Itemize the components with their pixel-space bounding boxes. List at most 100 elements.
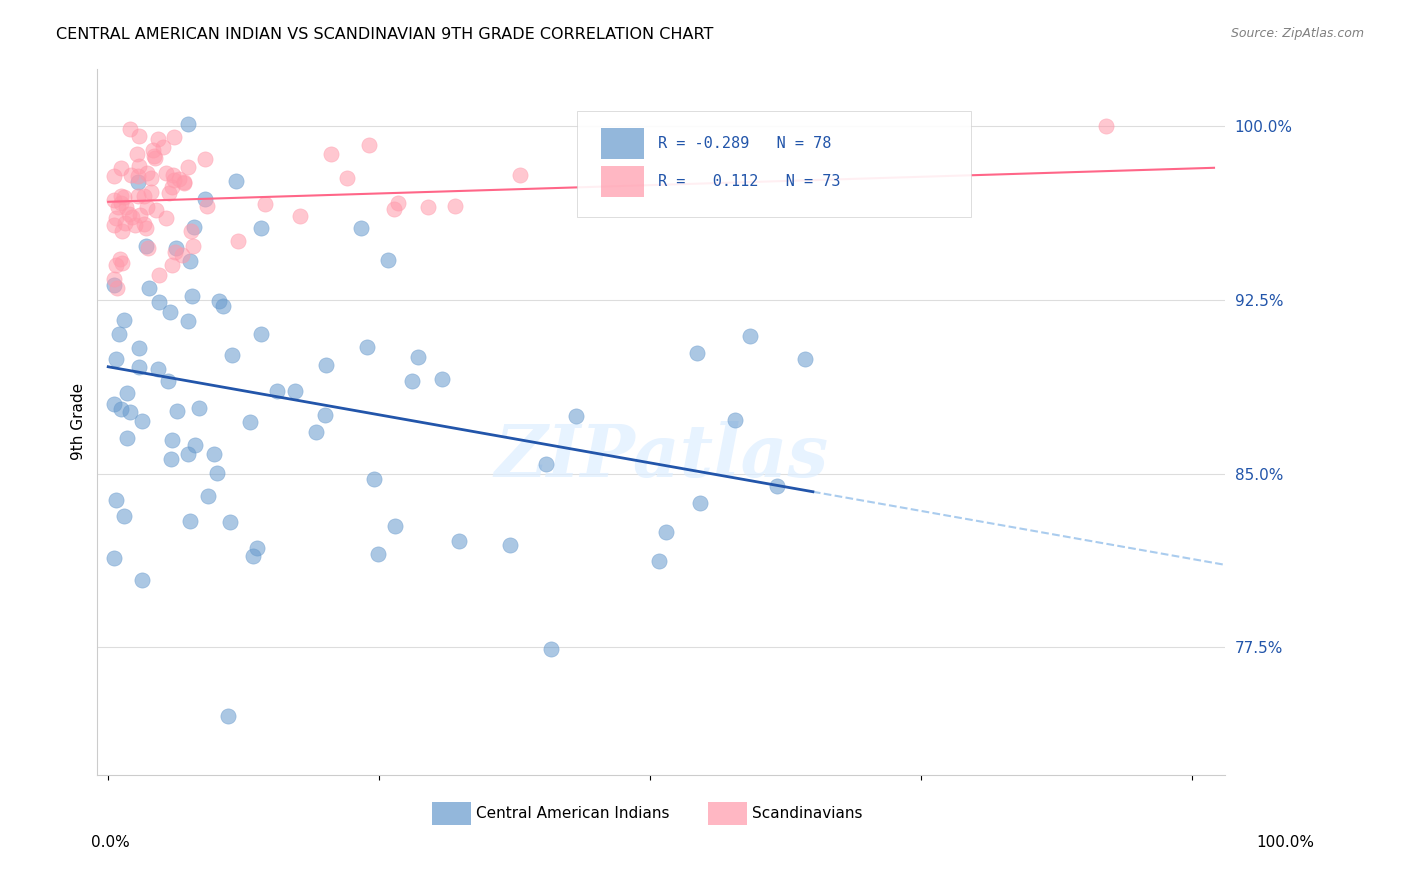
Point (648, 554, 671, 568)
Point (177, 117, 200, 131)
Point (157, 374, 180, 388)
Point (128, 159, 150, 173)
Point (112, 189, 135, 203)
Point (188, 401, 211, 416)
Point (377, 252, 399, 267)
Point (131, 414, 153, 428)
Text: R = -0.289   N = 78: R = -0.289 N = 78 (658, 136, 831, 151)
Point (195, 199, 218, 213)
Point (165, 245, 187, 260)
Point (162, 173, 184, 187)
Point (152, 140, 174, 154)
Point (180, 288, 202, 302)
Point (242, 549, 264, 564)
Point (194, 192, 217, 206)
Point (219, 515, 242, 529)
Point (159, 305, 181, 319)
Point (163, 129, 186, 144)
Point (165, 241, 187, 255)
Point (110, 401, 132, 416)
Point (738, 329, 761, 343)
Point (202, 447, 225, 461)
Point (536, 457, 558, 471)
Point (226, 234, 249, 248)
Point (135, 238, 157, 252)
Point (136, 166, 159, 180)
Text: 0.0%: 0.0% (91, 836, 131, 850)
Point (128, 128, 150, 143)
FancyBboxPatch shape (576, 111, 972, 217)
Text: 100.0%: 100.0% (1257, 836, 1315, 850)
Point (208, 293, 231, 308)
Text: CENTRAL AMERICAN INDIAN VS SCANDINAVIAN 9TH GRADE CORRELATION CHART: CENTRAL AMERICAN INDIAN VS SCANDINAVIAN … (56, 27, 714, 42)
Point (118, 207, 141, 221)
Point (406, 350, 429, 364)
Point (103, 218, 125, 232)
Point (724, 413, 747, 427)
Point (315, 358, 337, 372)
Point (117, 386, 139, 401)
Point (160, 434, 183, 448)
Point (401, 374, 423, 388)
Text: Scandinavians: Scandinavians (752, 806, 863, 821)
Point (170, 248, 193, 262)
Point (148, 268, 170, 282)
Point (139, 186, 162, 200)
Point (540, 641, 562, 656)
Point (111, 224, 134, 238)
Point (103, 278, 125, 293)
Point (142, 143, 165, 157)
Point (142, 148, 165, 162)
Point (1094, 120, 1116, 134)
Point (107, 200, 129, 214)
Point (135, 220, 157, 235)
Point (179, 514, 201, 528)
Point (430, 372, 453, 386)
Point (110, 189, 132, 203)
Point (146, 132, 169, 146)
Point (103, 169, 125, 183)
Point (112, 509, 135, 524)
Text: Central American Indians: Central American Indians (477, 806, 669, 821)
Point (159, 452, 181, 467)
Point (509, 168, 531, 182)
Point (103, 397, 125, 411)
Point (136, 241, 159, 255)
Point (146, 362, 169, 376)
Point (127, 175, 149, 189)
Point (145, 202, 167, 217)
Point (655, 524, 678, 539)
Point (117, 431, 139, 445)
Point (357, 138, 380, 153)
Point (765, 479, 787, 493)
Point (217, 708, 239, 723)
Point (121, 210, 143, 224)
Point (111, 256, 134, 270)
Point (120, 168, 142, 182)
Point (160, 179, 183, 194)
Point (143, 151, 166, 165)
Point (166, 404, 188, 418)
Point (181, 239, 204, 253)
Point (167, 172, 190, 186)
Point (288, 209, 311, 223)
Point (205, 467, 228, 481)
FancyBboxPatch shape (709, 802, 747, 825)
Point (128, 341, 150, 355)
Point (128, 359, 150, 374)
Point (350, 221, 373, 235)
Point (225, 173, 247, 187)
Point (127, 188, 149, 202)
Point (173, 175, 195, 189)
Point (193, 152, 215, 166)
Point (183, 220, 205, 235)
Text: ZIPatlas: ZIPatlas (494, 421, 828, 492)
Point (110, 196, 132, 211)
Point (103, 551, 125, 566)
Point (114, 200, 136, 214)
Point (155, 166, 177, 180)
Point (416, 200, 439, 214)
Point (319, 147, 342, 161)
Point (107, 327, 129, 342)
Point (499, 538, 522, 552)
